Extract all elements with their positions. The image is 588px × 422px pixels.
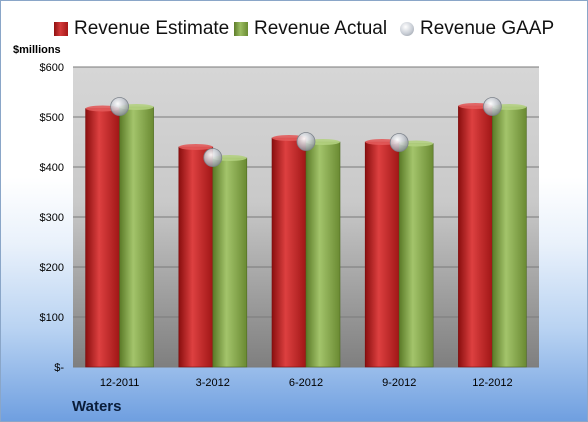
bar-series [85,103,527,368]
bar-top-revenue-estimate [178,144,213,150]
y-axis-ticks: $- $100 $200 $300 $400 $500 $600 [40,62,65,374]
y-tick-label: $300 [40,212,64,224]
bar-revenue-estimate [458,105,493,368]
bar-revenue-estimate [271,137,307,368]
marker-revenue-gaap [110,97,129,116]
y-tick-label: $- [54,362,64,374]
x-tick-label: 12-2012 [472,377,512,389]
y-tick-label: $500 [40,112,64,124]
bar-revenue-estimate [364,141,400,368]
marker-revenue-gaap [389,133,409,152]
y-axis-unit-label: $millions [13,44,61,56]
legend-item-revenue-estimate: Revenue Estimate [54,14,229,44]
bar-revenue-actual [119,106,154,368]
company-label: Waters [72,398,122,415]
legend-label-revenue-gaap: Revenue GAAP [420,18,555,39]
legend-label-revenue-estimate: Revenue Estimate [74,18,230,39]
bar-revenue-actual [492,106,527,368]
bar-revenue-actual [212,157,248,368]
x-tick-label: 9-2012 [382,377,416,389]
legend-label-revenue-actual: Revenue Actual [254,18,388,39]
chart-legend: Revenue Estimate Revenue Actual Revenue … [0,14,588,44]
y-tick-label: $600 [40,62,64,74]
bar-revenue-estimate [178,146,214,368]
marker-revenue-gaap [296,132,316,151]
bar-revenue-estimate [85,108,120,368]
marker-revenue-gaap [482,97,502,116]
legend-swatch-revenue-estimate [54,22,68,36]
gaap-markers [110,97,502,167]
x-tick-label: 12-2011 [100,377,140,389]
bar-revenue-actual [305,141,341,368]
legend-swatch-revenue-actual [234,22,248,36]
x-axis-ticks: 12-2011 3-2012 6-2012 9-2012 12-2012 [100,377,513,389]
x-tick-label: 6-2012 [289,377,323,389]
y-tick-label: $400 [40,162,64,174]
bar-revenue-actual [398,143,434,368]
y-tick-label: $200 [40,262,64,274]
legend-swatch-revenue-gaap [400,22,414,36]
legend-item-revenue-actual: Revenue Actual [234,14,387,44]
marker-revenue-gaap [203,148,223,167]
legend-item-revenue-gaap: Revenue GAAP [400,14,554,44]
y-tick-label: $100 [40,312,64,324]
x-tick-label: 3-2012 [196,377,230,389]
